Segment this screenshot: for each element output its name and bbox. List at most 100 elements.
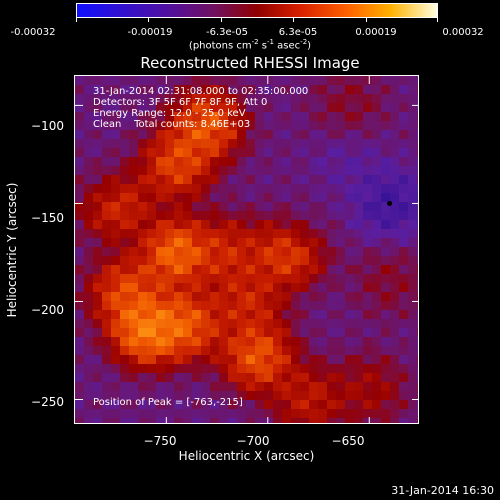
heatmap-cell: [399, 310, 409, 320]
heatmap-cell: [210, 283, 220, 293]
heatmap-cell: [246, 130, 256, 140]
heatmap-cell: [363, 130, 373, 140]
heatmap-cell: [390, 238, 400, 248]
heatmap-cell: [264, 418, 274, 423]
heatmap-cell: [300, 220, 310, 230]
heatmap-cell: [363, 265, 373, 275]
heatmap-cell: [363, 283, 373, 293]
heatmap-cell: [336, 418, 346, 423]
heatmap-cell: [219, 148, 229, 158]
heatmap-cell: [300, 265, 310, 275]
heatmap-cell: [273, 94, 283, 104]
heatmap-cell: [309, 301, 319, 311]
heatmap-cell: [273, 391, 283, 401]
heatmap-cell: [291, 319, 301, 329]
heatmap-cell: [327, 220, 337, 230]
heatmap-cell: [111, 184, 121, 194]
heatmap-cell: [111, 355, 121, 365]
heatmap-cell: [291, 202, 301, 212]
heatmap-cell: [372, 103, 382, 113]
heatmap-cell: [165, 400, 175, 410]
heatmap-cell: [156, 364, 166, 374]
heatmap-cell: [246, 157, 256, 167]
minimum-marker: [387, 200, 393, 206]
heatmap-cell: [120, 166, 130, 176]
heatmap-cell: [336, 346, 346, 356]
heatmap-cell: [381, 328, 391, 338]
heatmap-cell: [201, 328, 211, 338]
heatmap-cell: [120, 193, 130, 203]
heatmap-cell: [174, 148, 184, 158]
heatmap-cell: [237, 85, 247, 95]
heatmap-cell: [165, 238, 175, 248]
heatmap-cell: [174, 112, 184, 122]
heatmap-cell: [192, 274, 202, 284]
heatmap-cell: [129, 319, 139, 329]
heatmap-cell: [138, 193, 148, 203]
heatmap-cell: [363, 202, 373, 212]
heatmap-cell: [309, 94, 319, 104]
heatmap-cell: [228, 292, 238, 302]
heatmap-cell: [93, 400, 103, 410]
heatmap-cell: [273, 292, 283, 302]
heatmap-cell: [264, 103, 274, 113]
heatmap-cell: [300, 103, 310, 113]
heatmap-cell: [147, 337, 157, 347]
heatmap-cell: [219, 247, 229, 257]
heatmap-cell: [201, 94, 211, 104]
heatmap-cell: [399, 265, 409, 275]
heatmap-cell: [102, 103, 112, 113]
heatmap-cell: [201, 409, 211, 419]
heatmap-cell: [309, 220, 319, 230]
heatmap-cell: [390, 319, 400, 329]
heatmap-cell: [282, 400, 292, 410]
heatmap-cell: [381, 409, 391, 419]
heatmap-cell: [255, 175, 265, 185]
heatmap-cell: [147, 310, 157, 320]
heatmap-cell: [399, 175, 409, 185]
heatmap-cell: [228, 265, 238, 275]
heatmap-cell: [174, 373, 184, 383]
heatmap-cell: [363, 328, 373, 338]
heatmap-cell: [336, 364, 346, 374]
heatmap-cell: [210, 166, 220, 176]
heatmap-cell: [129, 112, 139, 122]
heatmap-cell: [192, 238, 202, 248]
heatmap-cell: [201, 238, 211, 248]
heatmap-cell: [336, 247, 346, 257]
heatmap-cell: [147, 157, 157, 167]
heatmap-cell: [390, 166, 400, 176]
heatmap-cell: [84, 139, 94, 149]
heatmap-cell: [174, 292, 184, 302]
heatmap-cell: [309, 85, 319, 95]
heatmap-cell: [327, 211, 337, 221]
heatmap-cell: [129, 175, 139, 185]
heatmap-cell: [300, 148, 310, 158]
heatmap-cell: [237, 175, 247, 185]
heatmap-cell: [102, 265, 112, 275]
heatmap-cell: [318, 94, 328, 104]
heatmap-cell: [327, 391, 337, 401]
heatmap-cell: [120, 355, 130, 365]
heatmap-cell: [291, 112, 301, 122]
heatmap-cell: [318, 355, 328, 365]
heatmap-cell: [165, 220, 175, 230]
heatmap-cell: [381, 76, 391, 86]
heatmap-cell: [210, 238, 220, 248]
heatmap-cell: [120, 373, 130, 383]
heatmap-cell: [417, 373, 418, 383]
heatmap-cell: [201, 319, 211, 329]
heatmap-cell: [183, 148, 193, 158]
heatmap-cell: [345, 112, 355, 122]
heatmap-cell: [246, 238, 256, 248]
heatmap-cell: [336, 337, 346, 347]
heatmap-cell: [201, 400, 211, 410]
heatmap-cell: [336, 265, 346, 275]
heatmap-cell: [417, 328, 418, 338]
heatmap-cell: [300, 319, 310, 329]
heatmap-cell: [174, 175, 184, 185]
heatmap-cell: [102, 400, 112, 410]
heatmap-cell: [399, 247, 409, 257]
heatmap-cell: [336, 85, 346, 95]
heatmap-cell: [300, 337, 310, 347]
